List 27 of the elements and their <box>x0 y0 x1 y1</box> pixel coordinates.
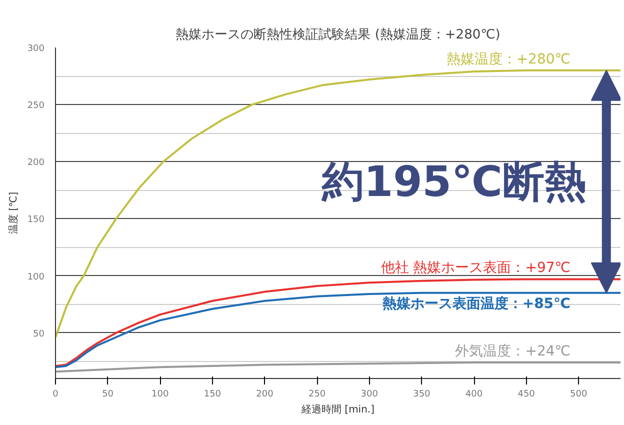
chart-title: 熱媒ホースの断熱性検証試験結果 (熱媒温度：+280℃) <box>176 26 500 42</box>
y-axis-title: 温度 [℃] <box>7 192 20 234</box>
y-tick-label: 50 <box>33 329 45 340</box>
y-tick-label: 200 <box>27 158 45 168</box>
y-tick-label: 150 <box>27 215 45 226</box>
x-tick-label: 0 <box>52 390 59 400</box>
x-tick-label: 200 <box>256 390 274 400</box>
x-tick-label: 450 <box>518 390 536 400</box>
line-series <box>56 69 620 338</box>
x-tick-label: 350 <box>413 390 431 400</box>
x-tick-label: 50 <box>102 390 114 400</box>
y-tick-label: 100 <box>27 272 45 282</box>
x-tick-label: 100 <box>152 390 169 400</box>
x-tick-label: 300 <box>360 390 378 400</box>
y-tick-label: 300 <box>27 44 45 54</box>
x-tick-label: 150 <box>204 390 222 400</box>
series-label: 外気温度：+24℃ <box>455 344 571 360</box>
series-label: 熱媒ホース表面温度：+85℃ <box>381 294 571 312</box>
x-tick-label: 400 <box>465 390 483 400</box>
series-label: 他社 熱媒ホース表面：+97℃ <box>380 260 570 276</box>
x-tick-label: 500 <box>570 390 588 400</box>
line-series <box>56 362 620 373</box>
annotation: 約195℃断熱 <box>320 157 586 206</box>
series-label: 熱媒温度：+280℃ <box>446 51 571 68</box>
x-tick-label: 250 <box>308 390 326 400</box>
y-tick-label: 250 <box>27 101 45 112</box>
x-axis-title: 経過時間 [min.] <box>300 404 375 416</box>
